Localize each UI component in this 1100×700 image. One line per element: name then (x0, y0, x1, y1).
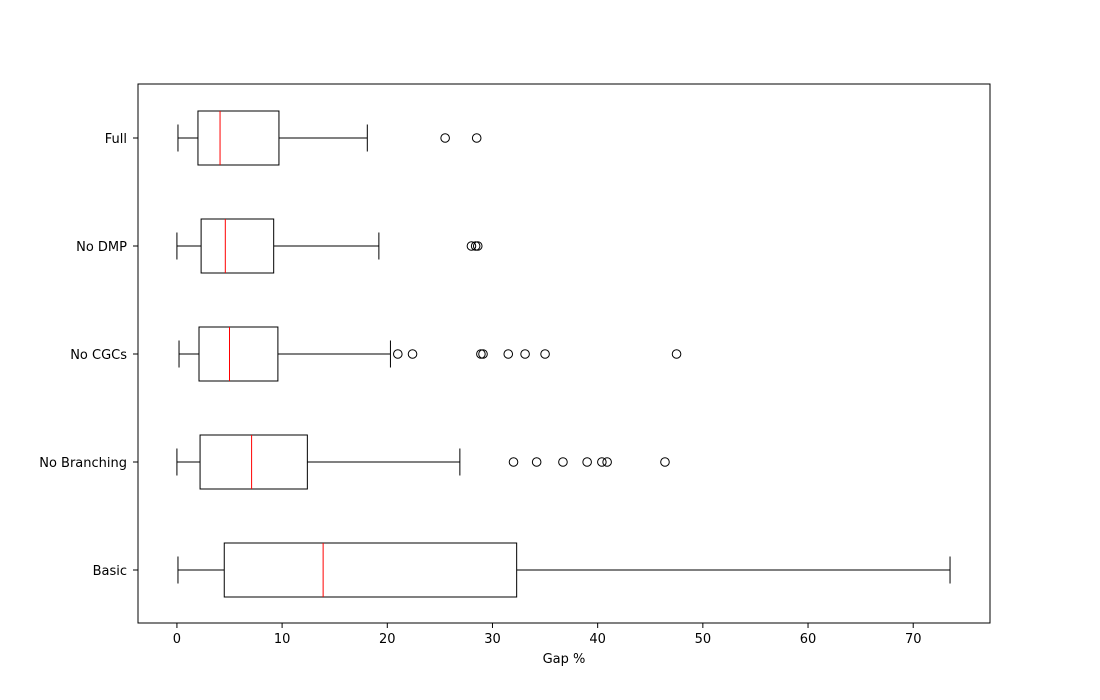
outlier-point (558, 457, 568, 467)
y-tick-label: No CGCs (70, 348, 127, 363)
outlier-point (466, 241, 477, 251)
outlier-point (471, 133, 482, 143)
outlier-point (407, 349, 418, 359)
outlier-point (440, 133, 450, 143)
y-tick-label: Full (105, 132, 127, 147)
box (197, 110, 280, 166)
plot-area: 0 10 20 30 40 50 60 70 Full No DMP No CGCs No Branc… (39, 83, 991, 647)
box (199, 434, 308, 490)
outlier-point (472, 241, 483, 251)
x-tick-label: 30 (484, 632, 501, 647)
x-axis-label: Gap % (543, 652, 586, 667)
outlier-point (476, 349, 486, 359)
x-tick-label: 60 (800, 632, 817, 647)
x-tick-label: 70 (905, 632, 922, 647)
outlier-point (508, 457, 519, 467)
x-tick-label: 50 (695, 632, 712, 647)
outlier-point (478, 349, 488, 359)
x-tick-label: 10 (274, 632, 291, 647)
x-tick-label: 20 (379, 632, 396, 647)
x-tick-label: 40 (589, 632, 606, 647)
y-tick-label: Basic (93, 564, 127, 579)
outlier-point (531, 457, 542, 467)
outlier-point (671, 349, 682, 359)
outlier-point (393, 349, 403, 359)
outlier-point (602, 457, 612, 467)
outlier-point (503, 349, 514, 359)
box (223, 542, 518, 598)
x-tick-label: 0 (173, 632, 181, 647)
y-tick-label: No DMP (76, 240, 127, 255)
outlier-point (582, 457, 592, 467)
box (200, 218, 275, 274)
outlier-point (540, 349, 550, 359)
box (198, 326, 279, 382)
outlier-point (597, 457, 607, 467)
y-tick-label: No Branching (39, 456, 127, 471)
outlier-point (520, 349, 530, 359)
outlier-point (660, 457, 670, 467)
